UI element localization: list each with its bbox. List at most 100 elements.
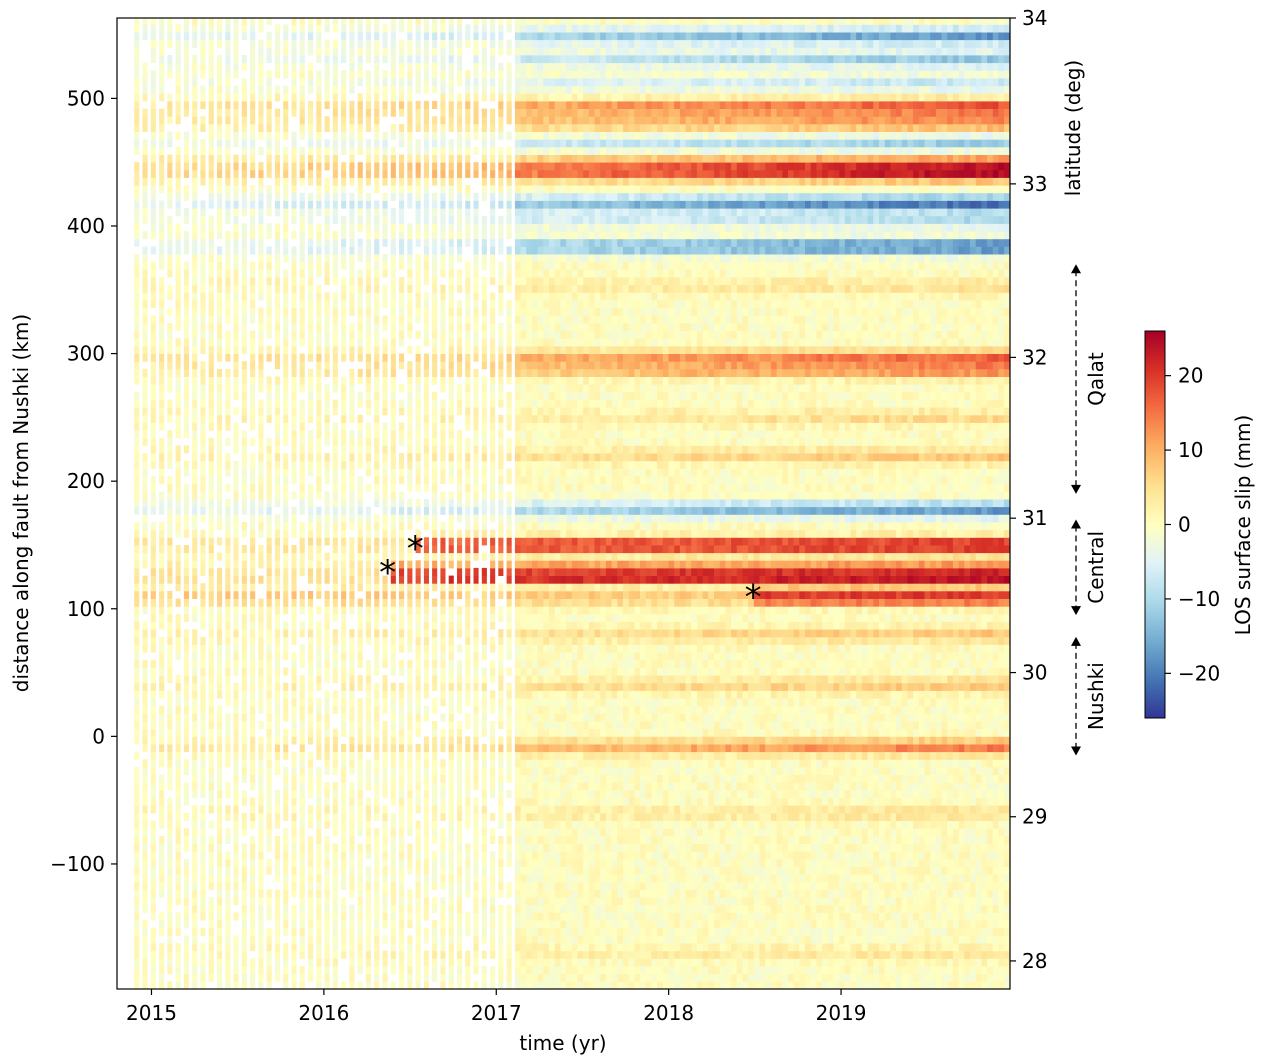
heatmap-cell	[448, 300, 454, 309]
heatmap-cell	[233, 874, 239, 883]
heatmap-cell	[473, 858, 479, 867]
heatmap-cell	[299, 797, 305, 806]
heatmap-cell	[258, 468, 264, 477]
heatmap-cell	[324, 713, 330, 722]
heatmap-cell	[382, 445, 388, 454]
heatmap-cell	[274, 231, 280, 240]
heatmap-cell	[241, 399, 247, 408]
heatmap-cell	[390, 453, 396, 462]
heatmap-cell	[316, 767, 322, 776]
heatmap-cell	[217, 652, 223, 661]
heatmap-cell	[374, 782, 380, 791]
heatmap-cell	[167, 430, 173, 439]
heatmap-cell	[192, 123, 198, 132]
heatmap-cell	[299, 950, 305, 959]
heatmap-cell	[365, 338, 371, 347]
heatmap-cell	[274, 950, 280, 959]
heatmap-cell	[183, 185, 189, 194]
heatmap-cell	[183, 368, 189, 377]
heatmap-cell	[399, 238, 405, 247]
heatmap-cell	[415, 790, 421, 799]
heatmap-cell	[283, 667, 289, 676]
heatmap-cell	[316, 468, 322, 477]
heatmap-cell	[349, 728, 355, 737]
heatmap-cell	[448, 782, 454, 791]
heatmap-cell	[457, 208, 463, 217]
heatmap-cell	[332, 797, 338, 806]
heatmap-cell	[440, 828, 446, 837]
heatmap-cell	[299, 254, 305, 263]
heatmap-cell	[250, 307, 256, 316]
heatmap-cell	[225, 254, 231, 263]
heatmap-cell	[208, 154, 214, 163]
heatmap-cell	[365, 866, 371, 875]
heatmap-cell	[465, 843, 471, 852]
heatmap-cell	[266, 981, 272, 989]
heatmap-cell	[399, 223, 405, 232]
heatmap-cell	[341, 55, 347, 64]
heatmap-cell	[283, 123, 289, 132]
heatmap-cell	[399, 468, 405, 477]
heatmap-cell	[183, 966, 189, 975]
heatmap-cell	[150, 575, 156, 584]
heatmap-cell	[423, 499, 429, 508]
heatmap-cell	[299, 476, 305, 485]
heatmap-cell	[208, 606, 214, 615]
heatmap-cell	[208, 805, 214, 814]
heatmap-cell	[423, 300, 429, 309]
heatmap-cell	[233, 208, 239, 217]
heatmap-cell	[448, 621, 454, 630]
heatmap-cell	[423, 215, 429, 224]
heatmap-cell	[142, 598, 148, 607]
heatmap-cell	[465, 744, 471, 753]
heatmap-cell	[473, 966, 479, 975]
heatmap-cell	[407, 820, 413, 829]
heatmap-cell	[316, 24, 322, 33]
heatmap-cell	[448, 690, 454, 699]
heatmap-cell	[167, 912, 173, 921]
heatmap-cell	[159, 368, 165, 377]
heatmap-cell	[365, 277, 371, 286]
heatmap-cell	[357, 238, 363, 247]
heatmap-cell	[258, 123, 264, 132]
heatmap-cell	[167, 935, 173, 944]
heatmap-cell	[283, 70, 289, 79]
heatmap-cell	[283, 560, 289, 569]
heatmap-cell	[341, 545, 347, 554]
heatmap-cell	[283, 790, 289, 799]
heatmap-cell	[481, 675, 487, 684]
heatmap-cell	[299, 376, 305, 385]
heatmap-cell	[432, 460, 438, 469]
heatmap-cell	[316, 460, 322, 469]
heatmap-cell	[217, 797, 223, 806]
heatmap-cell	[217, 177, 223, 186]
heatmap-cell	[365, 238, 371, 247]
heatmap-cell	[291, 453, 297, 462]
heatmap-cell	[465, 690, 471, 699]
heatmap-cell	[390, 499, 396, 508]
heatmap-cell	[390, 721, 396, 730]
heatmap-cell	[250, 820, 256, 829]
heatmap-cell	[316, 32, 322, 41]
heatmap-cell	[399, 820, 405, 829]
heatmap-cell	[299, 177, 305, 186]
heatmap-cell	[473, 736, 479, 745]
heatmap-cell	[274, 659, 280, 668]
heatmap-cell	[142, 162, 148, 171]
heatmap-cell	[465, 598, 471, 607]
heatmap-cell	[217, 690, 223, 699]
heatmap-cell	[432, 790, 438, 799]
heatmap-cell	[175, 468, 181, 477]
heatmap-cell	[175, 261, 181, 270]
heatmap-cell	[481, 606, 487, 615]
heatmap-cell	[382, 231, 388, 240]
heatmap-cell	[266, 927, 272, 936]
heatmap-cell	[332, 590, 338, 599]
heatmap-cell	[183, 744, 189, 753]
heatmap-cell	[241, 767, 247, 776]
heatmap-cell	[407, 78, 413, 87]
heatmap-cell	[299, 966, 305, 975]
heatmap-cell	[283, 575, 289, 584]
heatmap-cell	[217, 851, 223, 860]
heatmap-cell	[308, 254, 314, 263]
